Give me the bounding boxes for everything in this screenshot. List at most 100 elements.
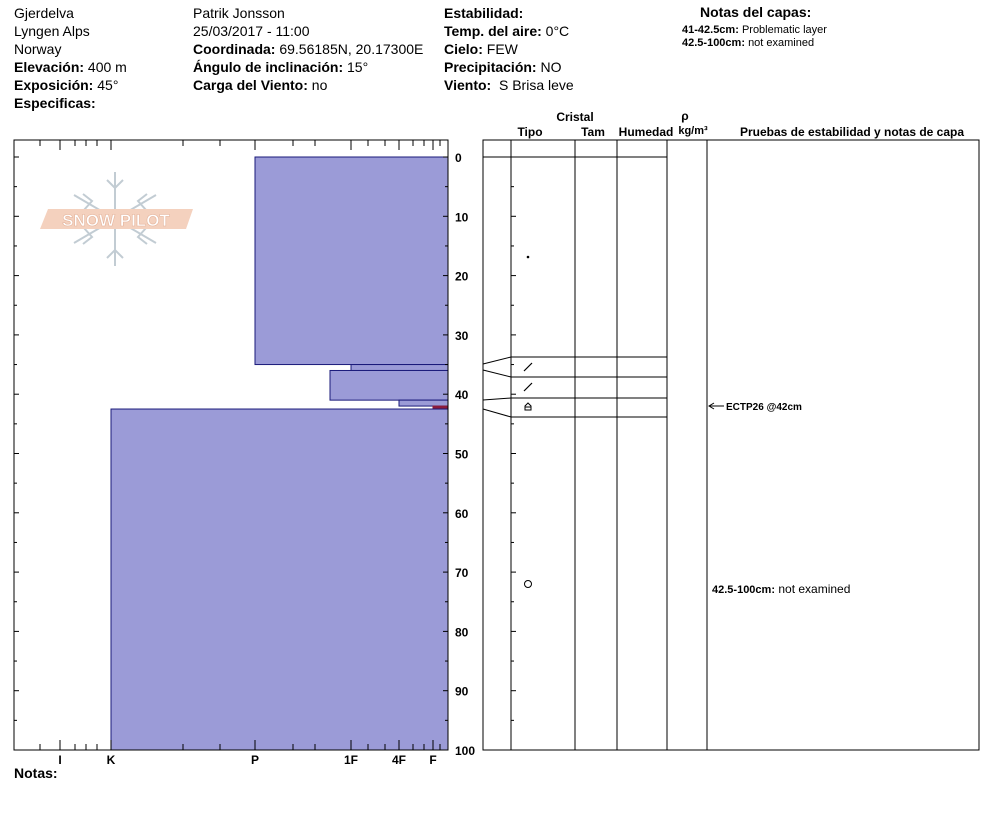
sky-row: Cielo: FEW bbox=[444, 40, 574, 58]
plot-layer-note: 42.5-100cm: not examined bbox=[712, 582, 850, 596]
layer-table-frame bbox=[482, 139, 980, 751]
wind-row: Viento: S Brisa leve bbox=[444, 76, 574, 94]
layer-connector bbox=[482, 408, 512, 418]
table-depth-ticks bbox=[511, 186, 516, 721]
col-size-header: Tam bbox=[581, 125, 605, 139]
depth-label: 30 bbox=[455, 329, 469, 343]
layer-note-1-range: 41-42.5cm: bbox=[682, 24, 739, 36]
header-col-3: Estabilidad: Temp. del aire: 0°C Cielo: … bbox=[444, 4, 574, 94]
aspect-label: Exposición: bbox=[14, 77, 94, 93]
crystal-slash-icon bbox=[523, 382, 533, 392]
notes-label: Notas: bbox=[14, 765, 58, 781]
aspect-value: 45° bbox=[97, 77, 119, 93]
plot-layer-note-text: not examined bbox=[778, 582, 850, 596]
airtemp-label: Temp. del aire: bbox=[444, 23, 542, 39]
col-moisture-header: Humedad bbox=[619, 125, 674, 139]
crystal-symbols bbox=[523, 255, 533, 588]
coord-value: 69.56185N, 20.17300E bbox=[279, 41, 424, 57]
hardness-label: I bbox=[58, 753, 61, 767]
aspect-row: Exposición: 45° bbox=[14, 76, 127, 94]
hardness-label: K bbox=[107, 753, 116, 767]
stability-row: Estabilidad: bbox=[444, 4, 574, 22]
header-col-2: Patrik Jonsson 25/03/2017 - 11:00 Coordi… bbox=[193, 4, 423, 94]
logo-text: SNOW PILOT bbox=[62, 211, 170, 230]
layer-note-2-text: not examined bbox=[748, 37, 815, 49]
location-name: Gjerdelva bbox=[14, 5, 74, 21]
hardness-plot-frame bbox=[13, 139, 449, 751]
col-crystal-header: Cristal bbox=[556, 110, 593, 124]
country-name: Norway bbox=[14, 41, 62, 57]
slope-value: 15° bbox=[347, 59, 369, 75]
hardness-bar bbox=[350, 364, 449, 371]
sky-value: FEW bbox=[486, 41, 518, 57]
header-col-1: Gjerdelva Lyngen Alps Norway Elevación: … bbox=[14, 4, 127, 112]
wind-label: Viento: bbox=[444, 77, 492, 93]
snowpilot-logo: SNOW PILOT bbox=[40, 172, 193, 266]
windload-row: Carga del Viento: no bbox=[193, 76, 423, 94]
left-depth-ticks bbox=[14, 156, 448, 751]
depth-label: 100 bbox=[455, 744, 475, 758]
test-result-marker: ECTP26 @42cm bbox=[708, 402, 802, 413]
depth-label: 10 bbox=[455, 210, 469, 224]
crystal-facet-icon bbox=[524, 402, 532, 411]
crystal-circle-icon bbox=[524, 580, 532, 588]
precip-label: Precipitación: bbox=[444, 59, 537, 75]
observer-name: Patrik Jonsson bbox=[193, 5, 285, 21]
hardness-bars bbox=[110, 156, 449, 751]
datetime: 25/03/2017 - 11:00 bbox=[193, 23, 310, 39]
hardness-bar bbox=[110, 408, 449, 751]
depth-label: 40 bbox=[455, 388, 469, 402]
col-type-header: Tipo bbox=[517, 125, 542, 139]
layer-connector bbox=[482, 397, 512, 401]
layer-note-2: 42.5-100cm: not examined bbox=[682, 37, 814, 50]
col-density-unit: kg/m³ bbox=[678, 125, 708, 137]
col-rho-header: ρ bbox=[681, 109, 688, 123]
test-arrow-head-icon bbox=[708, 402, 715, 410]
hardness-label: 1F bbox=[344, 753, 358, 767]
hardness-axis-ticks bbox=[39, 140, 441, 750]
layer-note-1-text: Problematic layer bbox=[741, 24, 827, 36]
wind-value: S Brisa leve bbox=[498, 77, 574, 93]
hardness-bar bbox=[398, 399, 449, 407]
precip-value: NO bbox=[540, 59, 562, 75]
elevation-value: 400 m bbox=[87, 59, 127, 75]
hardness-axis-labels: I K P 1F 4F F bbox=[58, 753, 436, 767]
slope-row: Ángulo de inclinación: 15° bbox=[193, 58, 423, 76]
depth-axis-labels: 0 10 20 30 40 50 60 70 80 90 100 bbox=[455, 151, 475, 758]
airtemp-row: Temp. del aire: 0°C bbox=[444, 22, 574, 40]
range-name: Lyngen Alps bbox=[14, 23, 90, 39]
specifics-label: Especificas: bbox=[14, 95, 96, 111]
depth-label: 80 bbox=[455, 625, 469, 639]
depth-label: 60 bbox=[455, 507, 469, 521]
slope-label: Ángulo de inclinación: bbox=[193, 59, 344, 75]
layer-connector bbox=[482, 356, 512, 365]
specifics-row: Especificas: bbox=[14, 94, 127, 112]
layer-boundary-lines bbox=[482, 156, 667, 418]
airtemp-value: 0°C bbox=[545, 23, 570, 39]
elevation-row: Elevación: 400 m bbox=[14, 58, 127, 76]
depth-label: 0 bbox=[455, 151, 462, 165]
sky-label: Cielo: bbox=[444, 41, 483, 57]
precip-row: Precipitación: NO bbox=[444, 58, 574, 76]
layer-notes-title: Notas del capas: bbox=[700, 4, 812, 20]
windload-label: Carga del Viento: bbox=[193, 77, 308, 93]
crystal-slash-icon bbox=[523, 362, 533, 372]
windload-value: no bbox=[311, 77, 328, 93]
hardness-bar bbox=[329, 369, 449, 401]
depth-label: 90 bbox=[455, 685, 469, 699]
hardness-label: 4F bbox=[392, 753, 406, 767]
test-result-text: ECTP26 @42cm bbox=[726, 402, 802, 413]
stability-label: Estabilidad: bbox=[444, 5, 524, 21]
hardness-label: P bbox=[251, 753, 259, 767]
crystal-dot-icon bbox=[526, 255, 530, 259]
coord-row: Coordinada: 69.56185N, 20.17300E bbox=[193, 40, 423, 58]
logo-banner bbox=[40, 209, 193, 229]
layer-note-2-range: 42.5-100cm: bbox=[682, 37, 745, 49]
hardness-bar bbox=[254, 156, 449, 366]
depth-label: 20 bbox=[455, 270, 469, 284]
layer-connector bbox=[482, 369, 512, 378]
hardness-label: F bbox=[429, 753, 436, 767]
coord-label: Coordinada: bbox=[193, 41, 276, 57]
elevation-label: Elevación: bbox=[14, 59, 85, 75]
